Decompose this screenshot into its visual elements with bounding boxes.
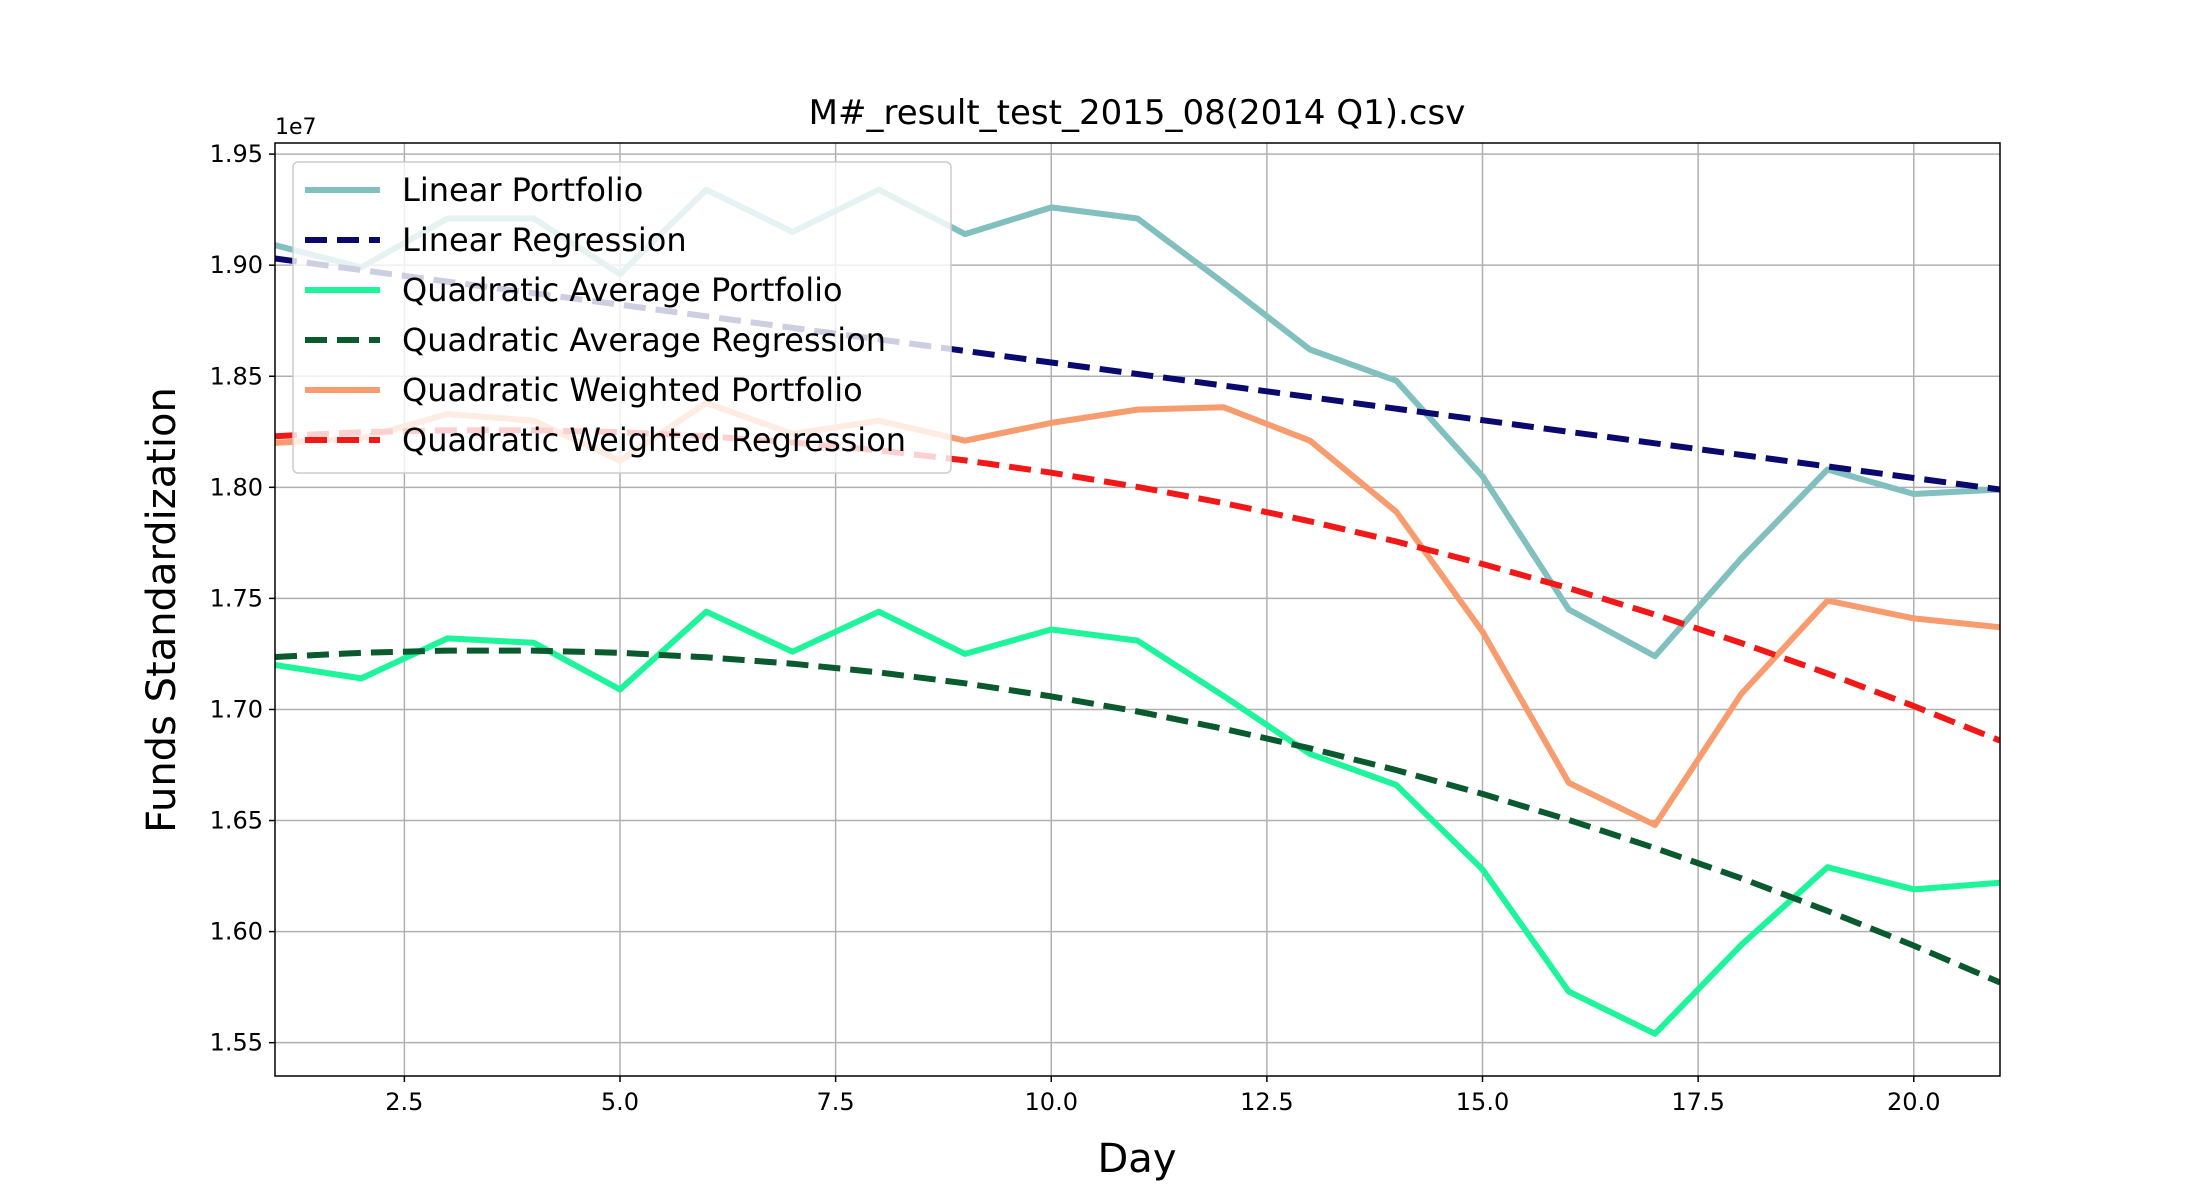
x-tick-label: 17.5 xyxy=(1671,1088,1724,1116)
legend-label: Linear Portfolio xyxy=(402,171,643,209)
y-tick-label: 1.60 xyxy=(210,918,263,946)
plot-frame xyxy=(274,142,2001,1077)
y-tick-label: 1.70 xyxy=(210,695,263,723)
legend-label: Quadratic Weighted Regression xyxy=(402,421,906,459)
y-tick-label: 1.55 xyxy=(210,1029,263,1057)
x-tick-label: 5.0 xyxy=(601,1088,639,1116)
y-axis-label: Funds Standardization xyxy=(139,387,185,833)
x-tick-label: 12.5 xyxy=(1240,1088,1293,1116)
y-tick-label: 1.90 xyxy=(210,251,263,279)
x-axis-ticks: 2.5 5.0 7.5 10.0 12.5 15.0 17.5 20.0 xyxy=(385,1076,1940,1116)
legend-label: Quadratic Weighted Portfolio xyxy=(402,371,863,409)
legend-label: Quadratic Average Regression xyxy=(402,321,886,359)
legend-label: Linear Regression xyxy=(402,221,687,259)
x-tick-label: 20.0 xyxy=(1887,1088,1940,1116)
y-tick-label: 1.80 xyxy=(210,473,263,501)
series-line-quadratic-average-regression xyxy=(275,647,2000,986)
y-offset-label: 1e7 xyxy=(275,115,317,140)
x-tick-label: 10.0 xyxy=(1025,1088,1078,1116)
series-line-quadratic-average-portfolio xyxy=(275,608,2000,1037)
x-tick-label: 7.5 xyxy=(817,1088,855,1116)
legend-box xyxy=(292,161,952,474)
y-tick-label: 1.95 xyxy=(210,140,263,168)
series-line-quadratic-weighted-regression xyxy=(275,427,2000,744)
x-tick-label: 2.5 xyxy=(385,1088,423,1116)
x-axis-label: Day xyxy=(1098,1136,1177,1182)
y-tick-label: 1.85 xyxy=(210,362,263,390)
legend-label: Quadratic Average Portfolio xyxy=(402,271,843,309)
y-axis-ticks: 1.55 1.60 1.65 1.70 1.75 1.80 1.85 1.90 1.95 xyxy=(210,140,275,1057)
y-tick-label: 1.65 xyxy=(210,807,263,835)
y-tick-label: 1.75 xyxy=(210,584,263,612)
x-tick-label: 15.0 xyxy=(1456,1088,1509,1116)
legend: Linear Portfolio Linear Regression Quadrat… xyxy=(292,161,952,474)
chart-title: M#_result_test_2015_08(2014 Q1).csv xyxy=(809,93,1466,133)
